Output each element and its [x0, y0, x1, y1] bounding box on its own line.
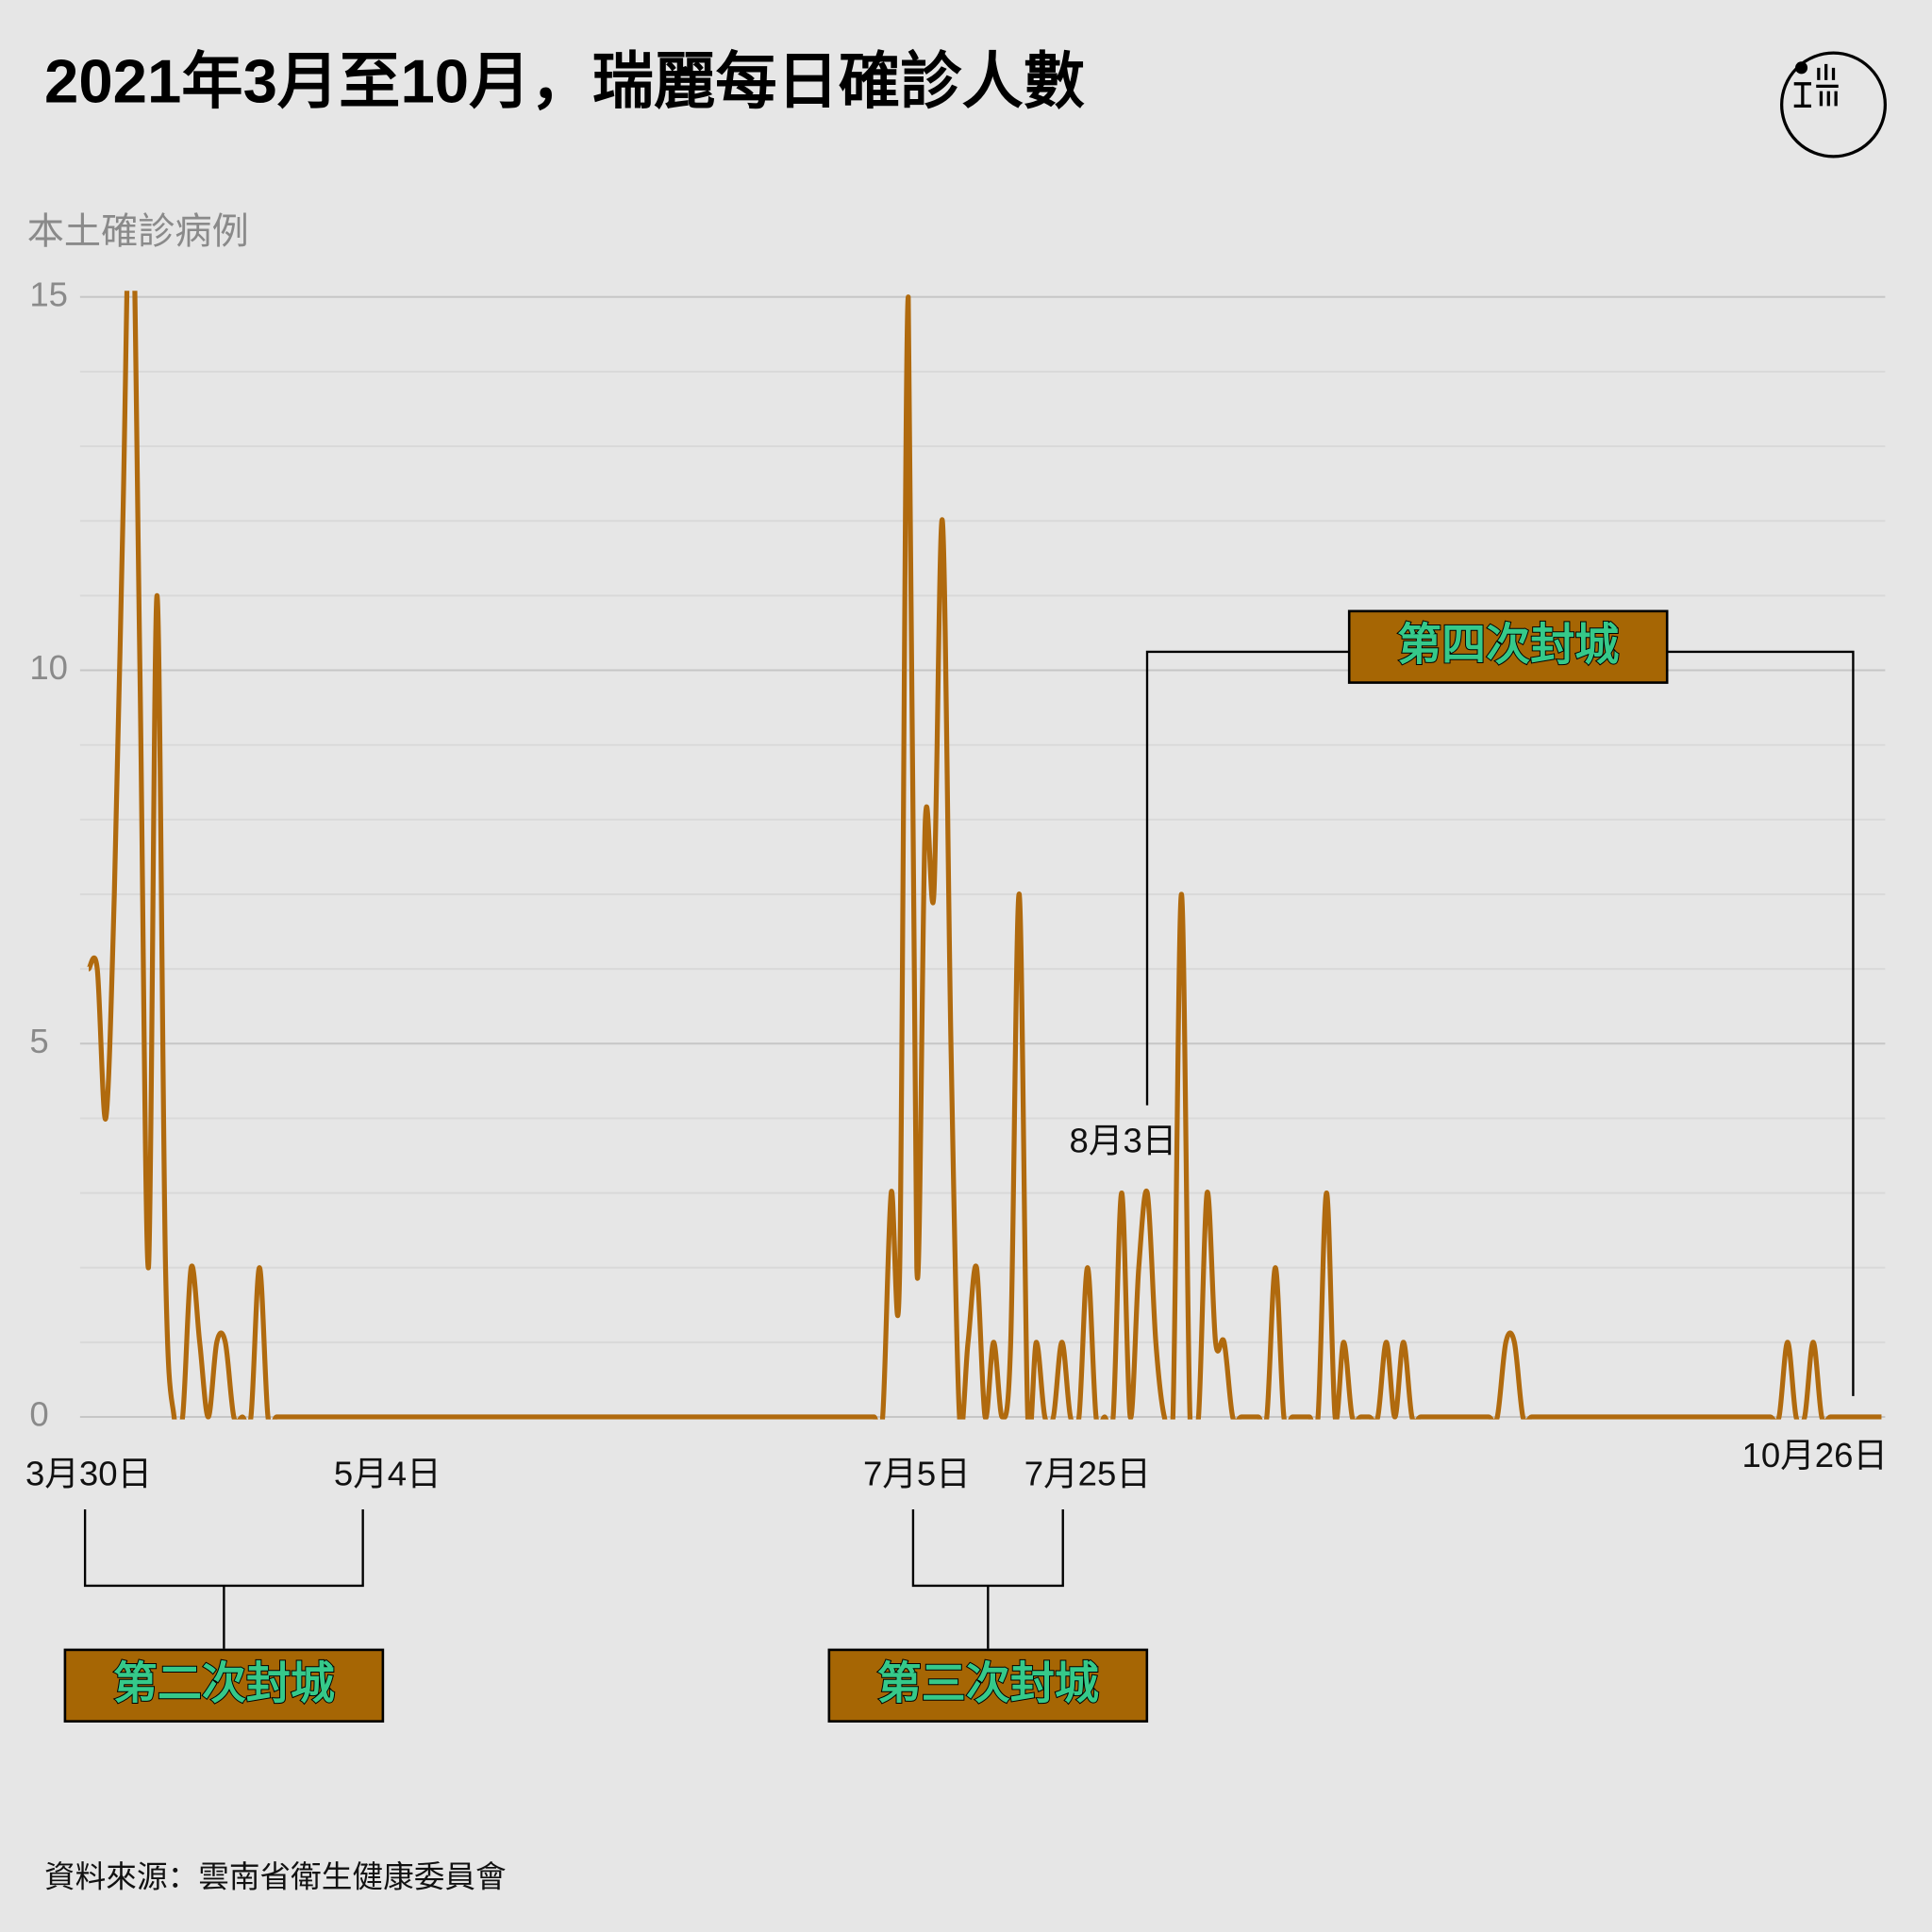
y-tick-label: 0 — [29, 1395, 48, 1434]
chart-title: 2021年3月至10月，瑞麗每日確診人數 — [44, 47, 1085, 116]
y-tick-label: 10 — [29, 648, 68, 687]
annotation-label: 第四次封城 — [1397, 619, 1619, 669]
x-tick-label: 7月25日 — [1024, 1454, 1151, 1492]
annotation-box — [1347, 609, 1669, 684]
bracket — [83, 1508, 364, 1649]
x-tick-label: 10月26日 — [1742, 1436, 1888, 1474]
annotation-box — [827, 1648, 1149, 1723]
bracket — [911, 1508, 1064, 1649]
y-tick-label: 5 — [29, 1022, 48, 1060]
x-tick-label: 7月5日 — [863, 1454, 971, 1492]
x-tick-label: 5月4日 — [334, 1454, 441, 1492]
annotation-label: 第三次封城 — [877, 1658, 1099, 1708]
annotation-label: 第二次封城 — [113, 1658, 335, 1708]
data-line — [86, 291, 1882, 1420]
logo — [1780, 51, 1887, 158]
annotation-box — [63, 1648, 385, 1723]
bracket — [1145, 650, 1855, 1396]
x-tick-label: 8月3日 — [1070, 1122, 1177, 1160]
x-tick-label: 3月30日 — [25, 1454, 152, 1492]
source: 資料來源：雲南省衛生健康委員會 — [44, 1858, 507, 1893]
y-axis-label: 本土確診病例 — [27, 212, 249, 253]
y-tick-label: 15 — [29, 275, 68, 313]
